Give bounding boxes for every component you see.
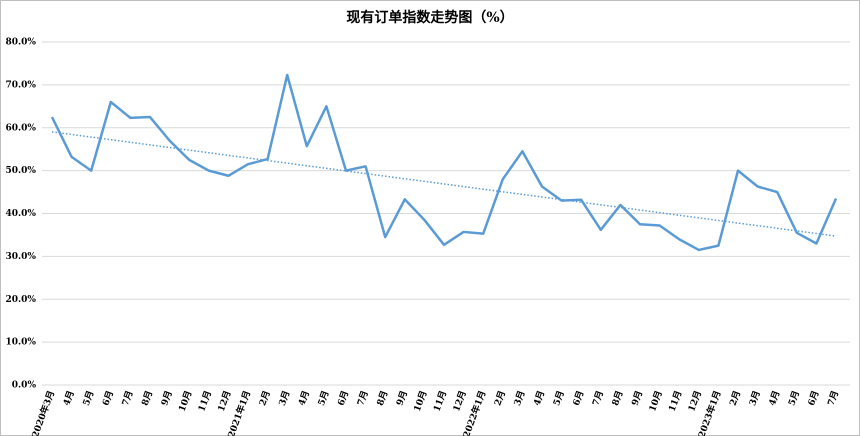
x-tick-label: 9月 [630, 389, 646, 407]
y-tick-label: 60.0% [6, 123, 37, 133]
x-tick-label: 4月 [767, 389, 783, 407]
y-tick-label: 70.0% [6, 80, 37, 90]
y-tick-label: 50.0% [6, 166, 37, 176]
x-tick-label: 7月 [590, 389, 606, 407]
x-tick-label: 9月 [159, 389, 175, 407]
x-tick-label: 3月 [747, 389, 763, 407]
x-tick-label: 4月 [296, 389, 312, 407]
y-tick-label: 30.0% [6, 252, 37, 262]
x-tick-label: 6月 [571, 389, 587, 407]
x-tick-label: 4月 [61, 389, 77, 407]
y-tick-label: 20.0% [6, 295, 37, 305]
x-tick-label: 2月 [728, 389, 744, 407]
x-tick-label: 9月 [394, 389, 410, 407]
x-tick-label: 2月 [257, 389, 273, 407]
y-tick-label: 80.0% [6, 38, 37, 48]
x-tick-label: 3月 [512, 389, 528, 407]
data-line [50, 73, 838, 252]
x-tick-label: 6月 [100, 389, 116, 407]
chart-title: 现有订单指数走势图（%） [346, 9, 513, 26]
x-tick-label: 5月 [786, 389, 802, 407]
x-tick-label: 5月 [316, 389, 332, 407]
x-tick-label: 5月 [81, 389, 97, 407]
y-tick-label: 0.0% [12, 381, 37, 391]
x-tick-label: 7月 [120, 389, 136, 407]
x-tick-label: 6月 [806, 389, 822, 407]
x-tick-label: 4月 [532, 389, 548, 407]
y-tick-label: 10.0% [6, 338, 37, 348]
x-tick-label: 7月 [355, 389, 371, 407]
x-tick-label: 7月 [826, 389, 842, 407]
y-tick-label: 40.0% [6, 209, 37, 219]
x-tick-label: 5月 [551, 389, 567, 407]
x-tick-label: 6月 [336, 389, 352, 407]
x-tick-label: 3月 [277, 389, 293, 407]
trend-line [51, 131, 837, 237]
x-tick-label: 8月 [610, 389, 626, 407]
x-tick-label: 8月 [375, 389, 391, 407]
x-tick-label: 8月 [140, 389, 156, 407]
x-tick-label: 2月 [492, 389, 508, 407]
